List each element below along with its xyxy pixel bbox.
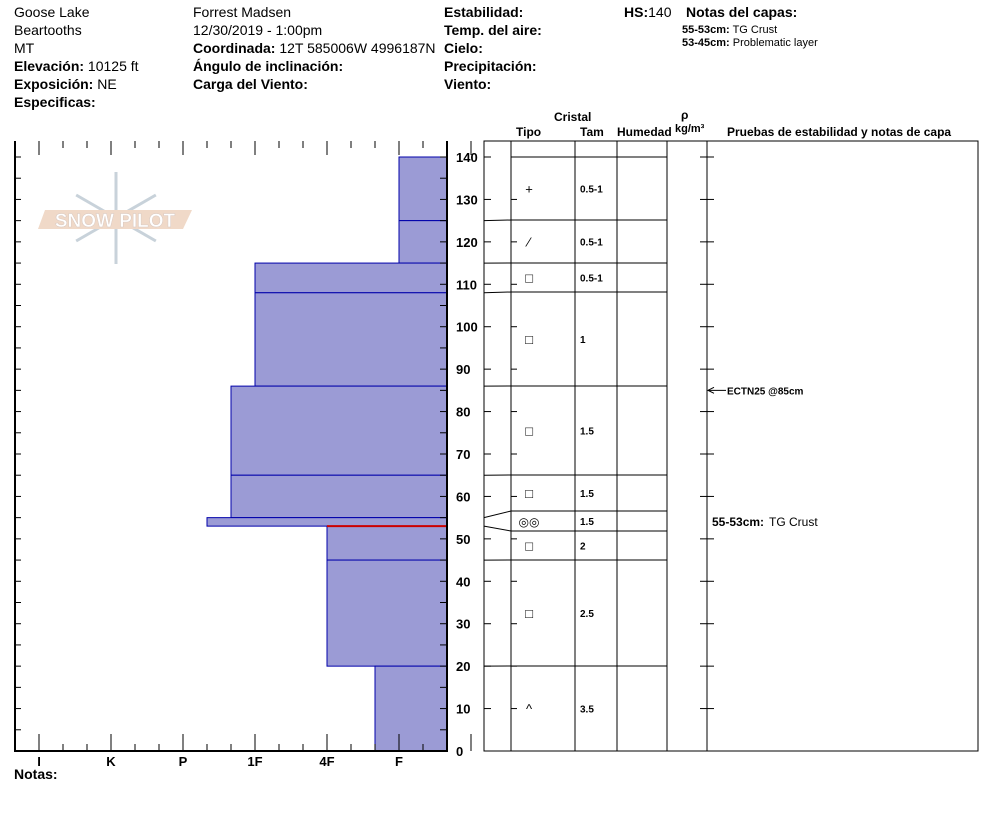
y-tick-label: 60 [456, 489, 470, 504]
grain-type-icon: ⁄ [525, 235, 532, 250]
hardness-layer-bar [254, 262, 448, 294]
stability-label: Estabilidad: [444, 4, 524, 20]
state: MT [14, 40, 35, 56]
y-tick-label: 10 [456, 702, 470, 717]
hardness-layer-bar [374, 665, 448, 752]
depth-connector [483, 525, 512, 532]
specifics-label: Especificas: [14, 94, 96, 110]
header-tam: Tam [580, 125, 604, 139]
precip-label: Precipitación: [444, 58, 537, 74]
hardness-layer-bar [230, 385, 448, 476]
datetime: 12/30/2019 - 1:00pm [193, 22, 323, 38]
layer-note: 53-45cm: Problematic layer [682, 37, 818, 49]
hs: HS:140 [624, 4, 672, 20]
grain-size: 2 [580, 542, 586, 553]
depth-connector [483, 510, 512, 519]
y-tick-label: 100 [456, 320, 478, 335]
y-tick-label: 0 [456, 744, 463, 759]
y-tick-label: 90 [456, 362, 470, 377]
location: Goose Lake [14, 4, 90, 20]
y-tick-label: 40 [456, 574, 470, 589]
logo-banner [38, 210, 192, 229]
arrow-head-icon [706, 386, 715, 394]
grain-size: 3.5 [580, 705, 594, 716]
header-humedad: Humedad [617, 125, 672, 139]
depth-connector [483, 291, 512, 294]
x-tick-label: K [106, 754, 116, 769]
grain-size: 1.5 [580, 489, 594, 500]
notes-label: Notas: [14, 766, 58, 782]
grain-type-icon: + [525, 182, 533, 197]
grain-type-icon: □ [525, 539, 533, 554]
y-tick-label: 110 [456, 277, 477, 292]
coordinates: Coordinada: 12T 585006W 4996187N [193, 40, 436, 56]
sky-label: Cielo: [444, 40, 483, 56]
y-tick-label: 50 [456, 532, 470, 547]
grain-type-icon: □ [525, 424, 533, 439]
y-tick-label: 130 [456, 192, 478, 207]
x-tick-label: F [395, 754, 403, 769]
air-temp-label: Temp. del aire: [444, 22, 542, 38]
depth-connector [483, 219, 512, 222]
stability-test: ECTN25 @85cm [727, 386, 804, 397]
y-tick-label: 30 [456, 617, 470, 632]
header-tipo: Tipo [516, 125, 542, 139]
grain-type-icon: □ [525, 606, 533, 621]
grain-size: 1.5 [580, 517, 594, 528]
grain-type-icon: □ [525, 332, 533, 347]
header-density-unit: kg/m³ [675, 123, 705, 135]
x-tick-label: 1F [247, 754, 262, 769]
elevation: Elevación: 10125 ft [14, 58, 139, 74]
table-note-range: 55-53cm: [712, 515, 764, 529]
x-tick-label: 4F [319, 754, 334, 769]
observer: Forrest Madsen [193, 4, 292, 20]
grain-size: 0.5-1 [580, 185, 603, 196]
y-tick-label: 80 [456, 405, 470, 420]
grain-type-icon: ^ [526, 702, 533, 717]
hardness-layer-bar [230, 474, 448, 519]
x-tick-label: I [37, 754, 41, 769]
grain-type-icon: ◎◎ [519, 515, 540, 529]
wind-load-label: Carga del Viento: [193, 76, 308, 92]
grain-type-icon: □ [525, 486, 533, 501]
header-cristal: Cristal [554, 110, 592, 124]
layer-note: 55-53cm: TG Crust [682, 24, 778, 36]
grain-size: 0.5-1 [580, 238, 603, 249]
grain-size: 1 [580, 335, 586, 346]
header-tests: Pruebas de estabilidad y notas de capa [727, 125, 952, 139]
snowpilot-logo: SNOW PILOT [38, 172, 192, 264]
grain-size: 2.5 [580, 609, 594, 620]
logo-text: SNOW PILOT [55, 211, 176, 232]
slope-label: Ángulo de inclinación: [193, 58, 344, 74]
hardness-layer-bar [326, 559, 448, 667]
y-tick-label: 120 [456, 235, 478, 250]
hardness-layer-bar [398, 220, 448, 264]
crystal-table-frame [483, 140, 979, 752]
grain-type-icon: □ [525, 271, 533, 286]
y-tick-label: 140 [456, 150, 478, 165]
table-note-text: TG Crust [769, 515, 818, 529]
hardness-layer-bar [206, 517, 448, 527]
grain-size: 0.5-1 [580, 274, 603, 285]
header-rho: ρ [681, 108, 689, 122]
range: Beartooths [14, 22, 82, 38]
hardness-layer-bar [326, 525, 448, 561]
aspect: Exposición: NE [14, 76, 117, 92]
x-tick-label: P [179, 754, 188, 769]
wind-label: Viento: [444, 76, 492, 92]
y-tick-label: 70 [456, 447, 470, 462]
layer-notes-label: Notas del capas: [686, 4, 798, 20]
y-tick-label: 20 [456, 659, 470, 674]
hardness-layer-bar [398, 156, 448, 222]
grain-size: 1.5 [580, 427, 594, 438]
hardness-layer-bar [254, 292, 448, 387]
